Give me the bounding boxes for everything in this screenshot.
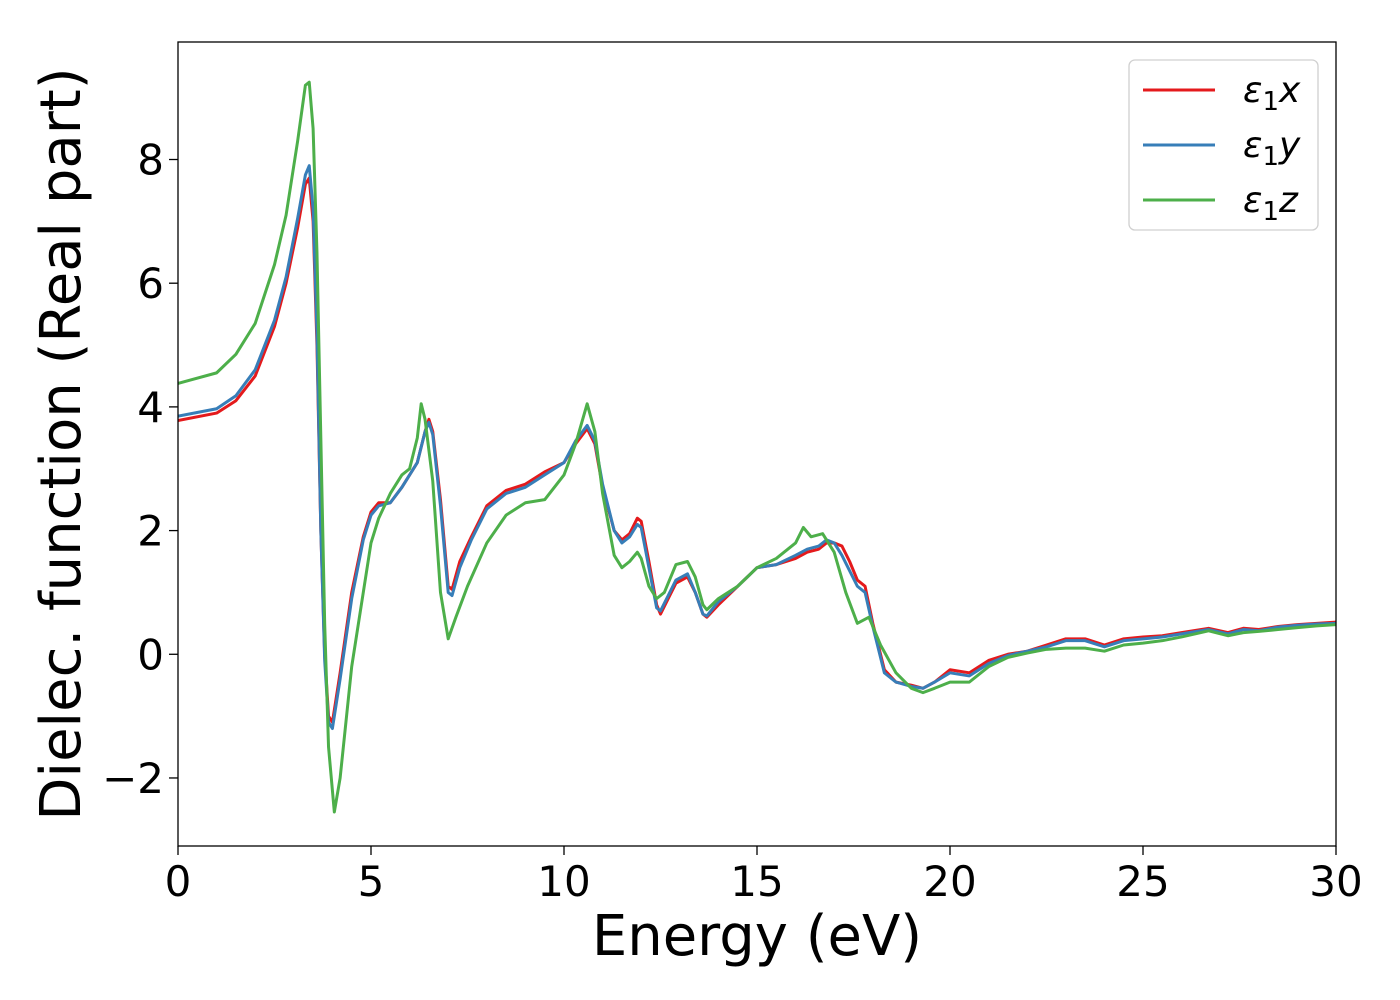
- axes: 0 5 10 15 20 25 30 −2 0 2 4 6 8: [102, 41, 1363, 906]
- legend-label-x: ε1x: [1243, 70, 1301, 117]
- legend-label-z: ε1z: [1243, 180, 1299, 227]
- x-tick-label: 5: [358, 857, 385, 906]
- x-tick-label: 10: [537, 857, 590, 906]
- series-line-eps1-z: [178, 80, 1336, 814]
- legend-label-y: ε1y: [1243, 125, 1301, 172]
- x-tick-label: 20: [923, 857, 976, 906]
- y-tick-label: 8: [137, 136, 164, 185]
- y-tick-label: 2: [137, 507, 164, 556]
- x-tick-label: 25: [1116, 857, 1169, 906]
- y-tick-label: −2: [102, 754, 164, 803]
- series-line-eps1-y: [178, 164, 1336, 730]
- y-axis-title: Dielec. function (Real part): [29, 67, 94, 820]
- legend: ε1x ε1y ε1z: [1128, 59, 1319, 231]
- legend-box: [1128, 59, 1319, 231]
- series-group: [178, 80, 1336, 814]
- x-tick-label: 15: [730, 857, 783, 906]
- y-tick-label: 0: [137, 630, 164, 679]
- y-tick-label: 6: [137, 259, 164, 308]
- plot-area: [178, 80, 1336, 814]
- x-axis-title: Energy (eV): [592, 904, 922, 969]
- x-tick-label: 30: [1309, 857, 1362, 906]
- y-tick-label: 4: [137, 383, 164, 432]
- x-tick-label: 0: [165, 857, 192, 906]
